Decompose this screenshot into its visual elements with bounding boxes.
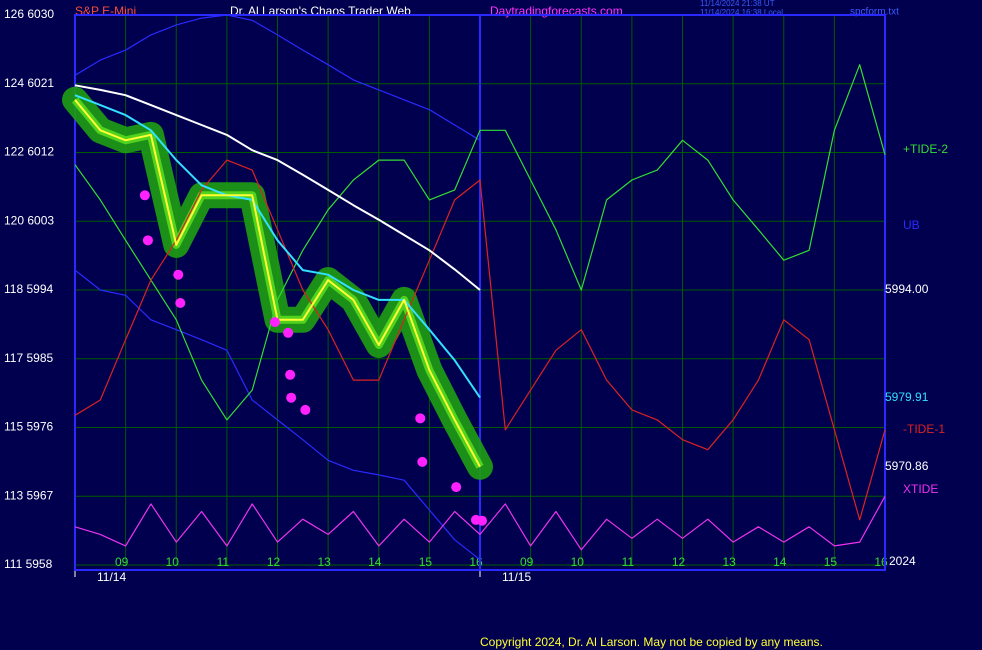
marker bbox=[477, 515, 488, 526]
x-tick-label: 09 bbox=[115, 555, 129, 569]
year-label: 2024 bbox=[889, 554, 916, 568]
instrument: S&P E-Mini bbox=[75, 4, 136, 18]
date-label: 11/14 bbox=[97, 570, 126, 584]
series-line bbox=[74, 84, 481, 291]
x-tick-label: 11 bbox=[217, 555, 230, 569]
series-line bbox=[74, 159, 886, 521]
y-tick-label: 126 6030 bbox=[4, 7, 54, 21]
series-label: XTIDE bbox=[903, 482, 938, 496]
marker bbox=[451, 482, 462, 493]
y-tick-label: 118 5994 bbox=[4, 282, 53, 296]
series-line bbox=[74, 94, 481, 399]
marker bbox=[285, 369, 296, 380]
y-tick-label: 111 5958 bbox=[4, 557, 53, 571]
y-tick-label: 122 6012 bbox=[4, 145, 54, 159]
x-tick-label: 15 bbox=[824, 555, 838, 569]
x-tick-label: 14 bbox=[773, 555, 787, 569]
site-title: Dr. Al Larson's Chaos Trader Web bbox=[230, 4, 411, 18]
date-label: 11/15 bbox=[502, 570, 531, 584]
value-label: 5979.91 bbox=[885, 390, 929, 404]
marker bbox=[173, 269, 184, 280]
x-tick-label: 09 bbox=[520, 555, 534, 569]
marker bbox=[142, 235, 153, 246]
series-label: UB bbox=[903, 218, 920, 232]
marker bbox=[139, 190, 150, 201]
y-tick-label: 124 6021 bbox=[4, 76, 54, 90]
y-tick-label: 115 5976 bbox=[4, 420, 53, 434]
marker bbox=[175, 297, 186, 308]
y-tick-label: 117 5985 bbox=[4, 351, 53, 365]
series-line bbox=[74, 14, 481, 141]
stamp-ut: 11/14/2024 21:38 UT bbox=[700, 0, 775, 8]
series-label: -TIDE-1 bbox=[903, 422, 945, 436]
series-line bbox=[74, 64, 886, 421]
marker bbox=[269, 317, 280, 328]
x-tick-label: 10 bbox=[571, 555, 585, 569]
site-url: Daytradingforecasts.com bbox=[490, 4, 623, 18]
marker bbox=[300, 404, 311, 415]
x-tick-label: 13 bbox=[317, 555, 331, 569]
series-line bbox=[74, 269, 481, 561]
series-label: +TIDE-2 bbox=[903, 142, 948, 156]
x-tick-label: 15 bbox=[419, 555, 433, 569]
stamp-local: 11/14/2024 16:38 Local bbox=[700, 8, 783, 17]
marker bbox=[417, 456, 428, 467]
file-name: spcform.txt bbox=[850, 7, 899, 18]
x-tick-label: 10 bbox=[166, 555, 180, 569]
x-tick-label: 12 bbox=[672, 555, 686, 569]
y-tick-label: 113 5967 bbox=[4, 488, 53, 502]
value-label: 5994.00 bbox=[885, 282, 929, 296]
copyright: Copyright 2024, Dr. Al Larson. May not b… bbox=[480, 635, 823, 649]
x-tick-label: 13 bbox=[722, 555, 736, 569]
plot-frame bbox=[74, 14, 886, 571]
x-tick-label: 14 bbox=[368, 555, 382, 569]
x-tick-label: 11 bbox=[622, 555, 635, 569]
series-line bbox=[74, 496, 886, 551]
x-tick-label: 12 bbox=[267, 555, 281, 569]
value-label: 5970.86 bbox=[885, 459, 929, 473]
marker bbox=[283, 327, 294, 338]
y-tick-label: 120 6003 bbox=[4, 213, 54, 227]
marker bbox=[286, 392, 297, 403]
marker bbox=[415, 413, 426, 424]
